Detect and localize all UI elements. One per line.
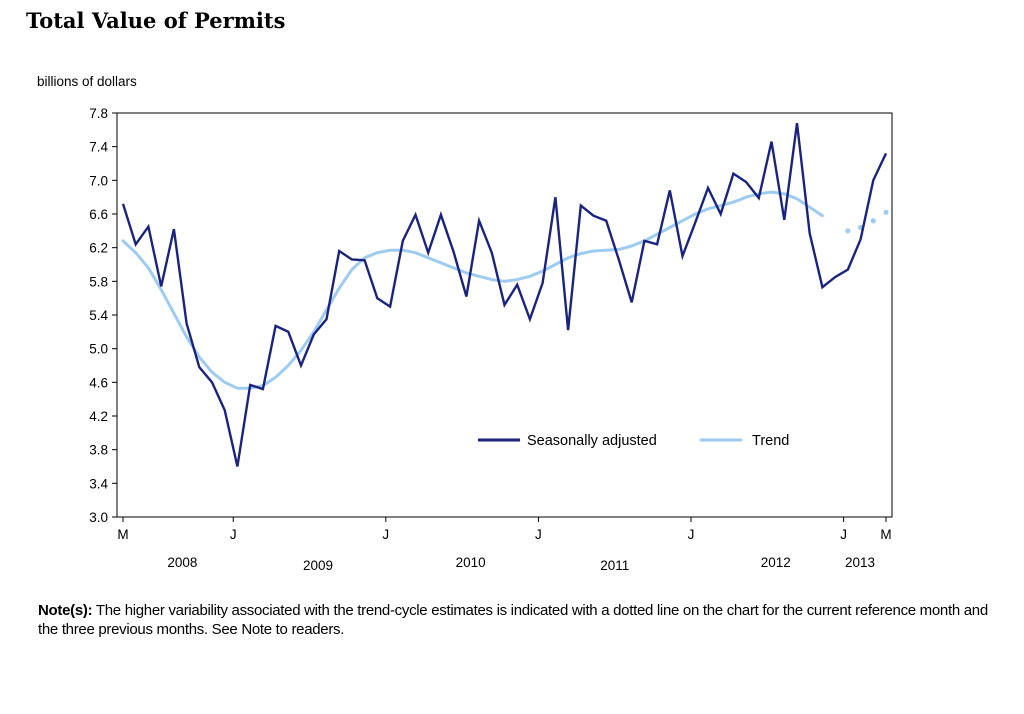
y-tick-label: 7.4 [89,140,108,155]
x-tick-label: J [535,527,542,542]
y-tick-label: 6.6 [89,207,108,222]
permits-chart: billions of dollars 3.0 3.4 3.8 4.2 4.6 5.0 5.… [37,74,893,573]
x-tick-label: J [382,527,389,542]
series-lines [121,122,889,467]
year-label: 2010 [456,555,486,570]
seasonally-adjusted-line [121,122,888,467]
y-tick-label: 7.0 [89,173,108,188]
y-tick-label: 6.2 [89,241,108,256]
note-label: Note(s): [38,602,93,619]
x-tick-label: M [117,527,128,542]
legend-seasonal-label: Seasonally adjusted [527,433,657,449]
legend: Seasonally adjusted Trend [478,433,789,449]
x-tick-label: J [688,527,695,542]
y-tick-label: 3.4 [89,476,108,491]
y-tick-label: 4.2 [89,409,108,424]
year-label: 2011 [600,558,629,573]
trend-dot [845,228,851,234]
note-text: The higher variability associated with t… [38,602,988,638]
legend-trend-label: Trend [752,433,789,449]
x-axis: M J J J J J M 2008 2009 2010 2011 2012 2013 [117,517,892,573]
x-tick-label: J [840,527,847,542]
y-tick-label: 7.8 [89,106,108,121]
year-label: 2008 [167,555,197,570]
chart-note: Note(s): The higher variability associat… [38,601,998,639]
trend-line [121,190,824,390]
y-tick-label: 5.8 [89,274,108,289]
y-axis-label: billions of dollars [37,74,137,89]
x-tick-label: M [880,527,891,542]
y-axis: 3.0 3.4 3.8 4.2 4.6 5.0 5.4 5.8 6.2 6.6 7.0 7.4 7.8 [89,106,117,525]
y-tick-label: 4.6 [89,375,108,390]
year-label: 2009 [303,558,333,573]
y-tick-label: 3.8 [89,443,108,458]
trend-dot [883,209,889,215]
year-label: 2012 [761,555,791,570]
y-tick-label: 5.0 [89,342,108,357]
y-tick-label: 3.0 [89,510,108,525]
trend-dot [870,218,876,224]
chart-title: Total Value of Permits [26,8,286,33]
y-tick-label: 5.4 [89,308,108,323]
year-label: 2013 [845,555,875,570]
x-tick-label: J [230,527,237,542]
